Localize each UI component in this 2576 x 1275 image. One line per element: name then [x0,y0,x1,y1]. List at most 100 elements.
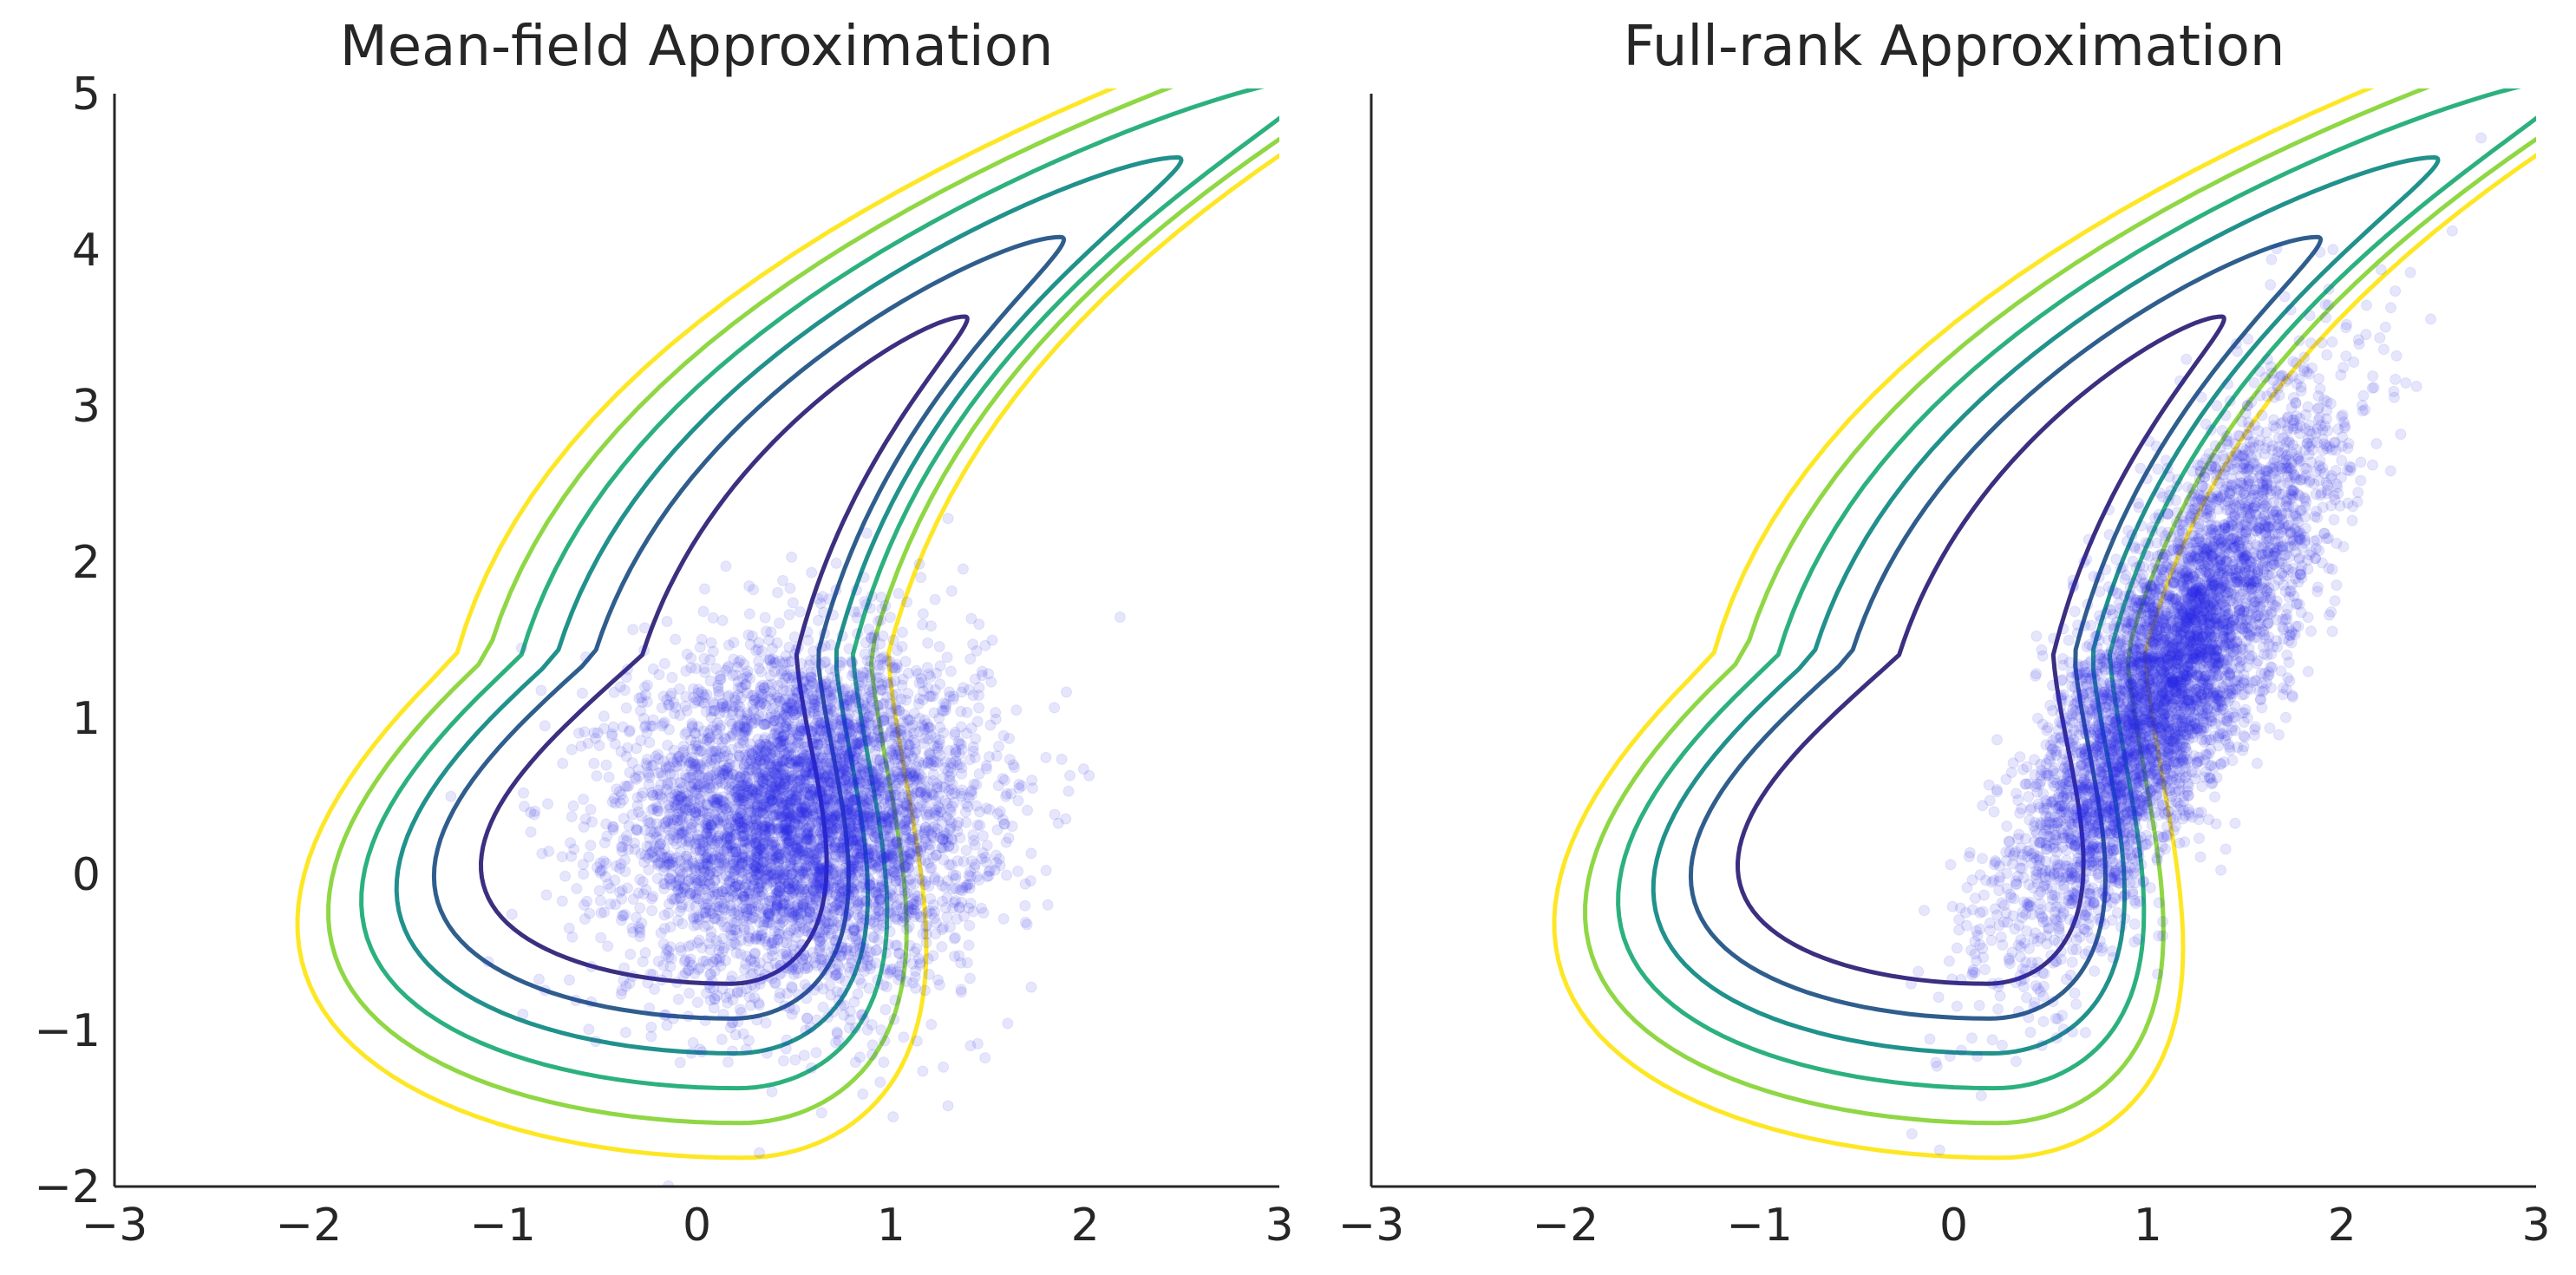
sample-point [937,895,949,907]
sample-point [759,823,771,835]
sample-point [704,994,716,1006]
sample-point [785,789,797,801]
sample-point [891,798,903,810]
sample-point [840,730,852,742]
sample-point [977,830,989,842]
sample-point [877,683,888,696]
sample-point [800,749,812,761]
sample-point [573,727,585,739]
contour-line [359,88,1279,1091]
sample-point [860,775,873,787]
sample-point [793,883,805,895]
sample-point [697,872,709,883]
sample-point [786,773,797,785]
sample-point [634,902,646,914]
sample-point [764,803,776,815]
sample-point [775,830,788,842]
sample-point [771,886,783,899]
sample-point [872,717,884,729]
sample-point [933,979,945,991]
sample-point [815,785,827,797]
sample-point [786,551,798,563]
sample-point [954,759,965,770]
sample-point [743,608,755,620]
sample-point [704,654,716,666]
sample-point [880,866,892,879]
sample-point [657,755,670,768]
sample-point [993,741,1004,752]
sample-point [826,709,838,721]
sample-point [618,854,631,866]
sample-point [821,958,834,970]
sample-point [653,669,665,681]
sample-point [594,895,606,906]
sample-point [916,677,928,689]
sample-point [588,757,600,769]
sample-point [843,643,855,655]
sample-point [578,868,590,880]
sample-point [840,887,853,899]
sample-point [690,845,702,857]
sample-point [781,1034,793,1046]
sample-point [731,813,743,825]
sample-point [921,662,933,674]
sample-point [766,1086,778,1098]
sample-point [917,1065,929,1077]
sample-point [909,878,920,890]
sample-point [850,693,861,705]
sample-point [639,689,651,701]
sample-point [921,775,933,788]
sample-point [634,926,646,938]
sample-point [781,844,793,856]
sample-point [619,866,631,878]
sample-point [645,892,657,905]
sample-point [976,665,988,677]
sample-point [750,692,762,704]
sample-point [785,828,797,840]
sample-point [847,657,859,669]
sample-point [664,921,677,933]
sample-point [874,1076,886,1089]
sample-point [907,892,919,905]
sample-point [641,679,653,691]
sample-point [795,682,807,694]
sample-point [944,823,956,835]
sample-point [706,975,718,987]
sample-point [578,794,590,805]
sample-point [917,618,929,631]
sample-point [820,656,832,668]
sample-point [813,871,825,883]
sample-point [879,1035,891,1047]
sample-point [929,593,941,605]
sample-point [847,667,860,679]
sample-point [815,840,827,852]
sample-point [919,791,931,803]
sample-point [482,956,494,968]
sample-point [644,736,656,749]
sample-point [724,1022,736,1034]
sample-point [694,814,706,826]
sample-point [766,892,778,904]
sample-point [905,767,917,779]
sample-point [703,938,716,950]
sample-point [807,946,819,958]
sample-point [817,983,829,995]
sample-point [693,934,705,946]
sample-point [731,894,743,906]
sample-point [813,614,824,626]
sample-point [698,920,710,932]
sample-point [842,808,854,820]
sample-point [773,762,785,774]
sample-point [779,805,791,816]
sample-point [955,705,967,717]
sample-point [809,930,821,942]
sample-point [696,771,709,783]
sample-point [690,807,702,819]
sample-point [840,836,852,848]
sample-point [845,811,857,823]
sample-point [716,614,729,626]
sample-point [1114,611,1126,623]
sample-point [883,906,895,918]
sample-point [904,834,916,846]
sample-point [671,832,683,844]
